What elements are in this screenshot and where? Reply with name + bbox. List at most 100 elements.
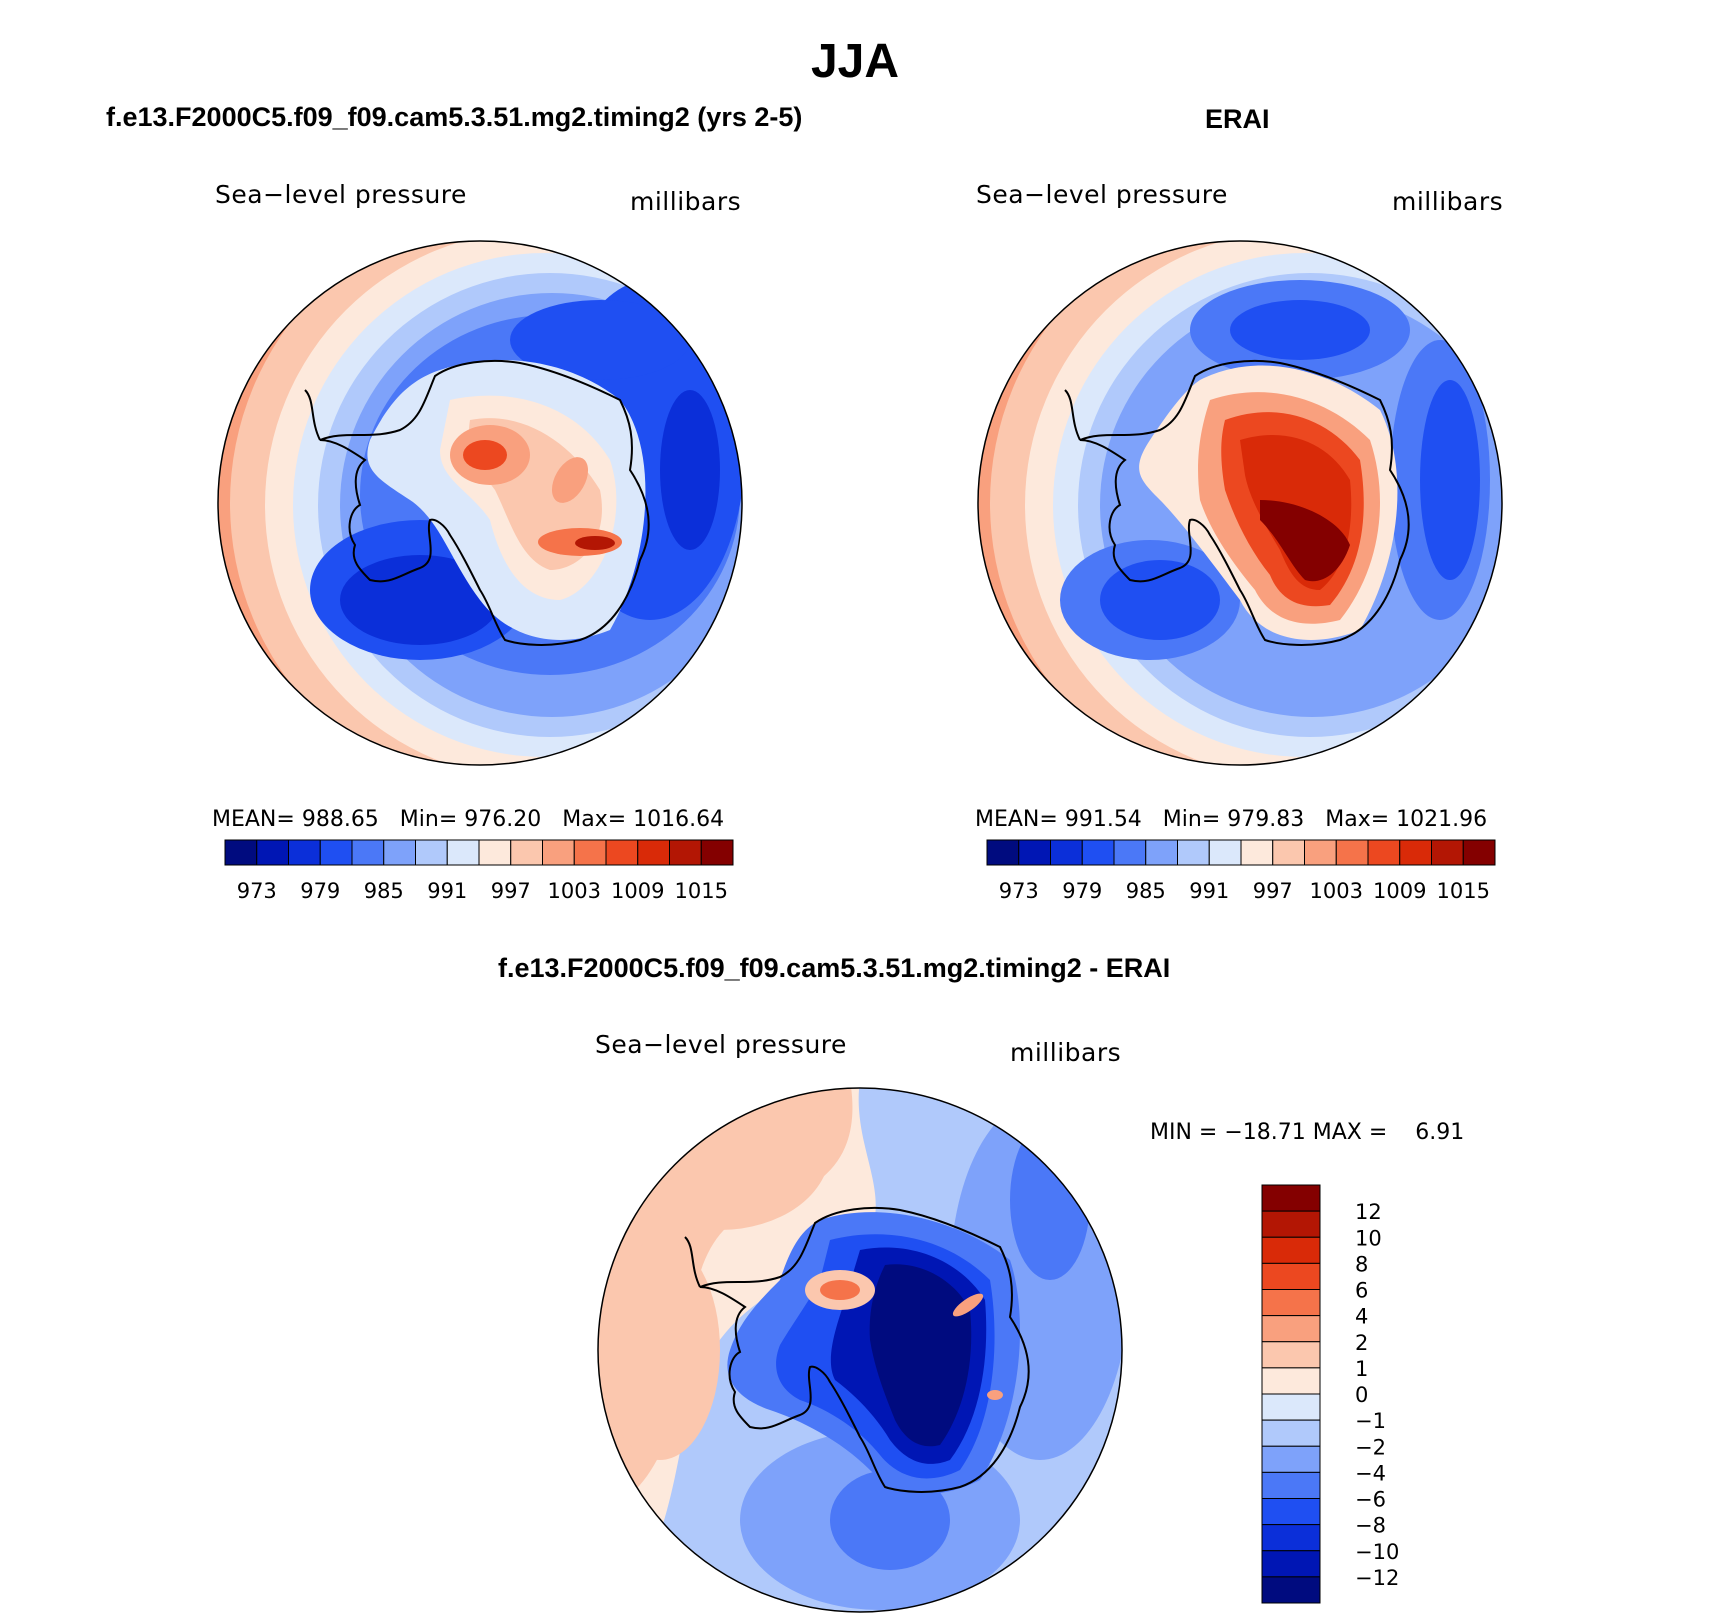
variable-label-model: Sea−level pressure <box>215 180 467 209</box>
colorbar-tick-label: 985 <box>364 879 404 903</box>
colorbar-swatch <box>605 839 639 866</box>
colorbar-tick-label: 8 <box>1355 1252 1368 1276</box>
colorbar-tick-label: 1015 <box>1437 879 1490 903</box>
colorbar-swatch <box>1261 1289 1321 1317</box>
colorbar-swatch <box>1113 839 1147 866</box>
colorbar-tick-label: 997 <box>1253 879 1293 903</box>
colorbar-swatch <box>986 839 1020 866</box>
colorbar-tick-label: 973 <box>237 879 277 903</box>
stats-model: MEAN= 988.65 Min= 976.20 Max= 1016.64 <box>212 807 724 832</box>
stats-diff: MIN = −18.71 MAX = 6.91 <box>1150 1120 1465 1145</box>
colorbar-swatch <box>415 839 448 866</box>
colorbar-tick-label: 979 <box>300 879 340 903</box>
units-label-model: millibars <box>630 187 742 216</box>
colorbar-tick-label: −12 <box>1355 1566 1399 1590</box>
min-label: Min= <box>1162 807 1221 832</box>
colorbar-swatch <box>1272 839 1305 866</box>
colorbar-swatch <box>1261 1315 1321 1343</box>
colorbar-swatch <box>1261 1184 1321 1212</box>
polar-map-model <box>217 240 743 766</box>
max-label: Max= <box>562 807 627 832</box>
colorbar-tick-label: 6 <box>1355 1279 1368 1303</box>
colorbar-tick-label: 1 <box>1355 1357 1368 1381</box>
colorbar-tick-label: 0 <box>1355 1383 1368 1407</box>
max-value: 1021.96 <box>1396 807 1488 832</box>
colorbar-swatch <box>1261 1419 1321 1447</box>
figure-title: JJA <box>810 35 900 88</box>
colorbar-swatch <box>1261 1576 1321 1604</box>
colorbar-tick-label: 4 <box>1355 1305 1368 1329</box>
colorbar-tick-label: 12 <box>1355 1200 1382 1224</box>
min-label: Min= <box>399 807 458 832</box>
colorbar-swatch <box>256 839 289 866</box>
colorbar-tick-label: 1009 <box>611 879 664 903</box>
colorbar-tick-label: 997 <box>491 879 531 903</box>
colorbar-swatch <box>510 839 543 866</box>
colorbar-swatch <box>573 839 607 866</box>
colorbar-swatch <box>1018 839 1051 866</box>
colorbar-swatch <box>1431 839 1464 866</box>
colorbar-tick-label: −6 <box>1355 1488 1386 1512</box>
variable-label-diff: Sea−level pressure <box>595 1030 847 1059</box>
colorbar-tick-label: 1009 <box>1373 879 1426 903</box>
colorbar-model: 973 979 985 991 997 1003 1009 1015 <box>224 839 734 903</box>
colorbar-swatch <box>1399 839 1432 866</box>
colorbar-tick-label: −10 <box>1355 1540 1399 1564</box>
units-label-obs: millibars <box>1392 187 1504 216</box>
colorbar-swatch <box>1335 839 1369 866</box>
colorbar-tick-label: −2 <box>1355 1435 1386 1459</box>
colorbar-swatch <box>1462 839 1496 866</box>
colorbar-swatch <box>1261 1471 1321 1499</box>
colorbar-swatch <box>1261 1498 1321 1526</box>
variable-label-obs: Sea−level pressure <box>976 180 1228 209</box>
colorbar-swatch <box>1177 839 1210 866</box>
colorbar-tick-label: 1003 <box>1310 879 1363 903</box>
colorbar-swatch <box>224 839 258 866</box>
colorbar-swatch <box>700 839 734 866</box>
colorbar-swatch <box>383 839 416 866</box>
mean-label: MEAN= <box>975 807 1058 832</box>
max-value: 1016.64 <box>633 807 725 832</box>
colorbar-swatch <box>637 839 670 866</box>
colorbar-swatch <box>1261 1210 1321 1238</box>
colorbar-swatch <box>288 839 321 866</box>
colorbar-tick-label: −1 <box>1355 1409 1386 1433</box>
polar-map-obs <box>977 240 1503 766</box>
max-label: Max= <box>1325 807 1390 832</box>
colorbar-tick-label: 979 <box>1062 879 1102 903</box>
colorbar-swatch <box>1261 1445 1321 1473</box>
colorbar-swatch <box>542 839 575 866</box>
units-label-diff: millibars <box>1010 1038 1122 1067</box>
colorbar-tick-label: 10 <box>1355 1226 1382 1250</box>
colorbar-swatch <box>1261 1393 1321 1421</box>
panel-title-diff: f.e13.F2000C5.f09_f09.cam5.3.51.mg2.timi… <box>498 953 1171 983</box>
mean-value: 991.54 <box>1064 807 1142 832</box>
colorbar-swatch <box>1261 1367 1321 1395</box>
colorbar-tick-label: −8 <box>1355 1514 1386 1538</box>
colorbar-swatch <box>478 839 512 866</box>
colorbar-swatch <box>1261 1341 1321 1369</box>
colorbar-swatch <box>1050 839 1083 866</box>
colorbar-tick-label: 991 <box>1189 879 1229 903</box>
polar-map-diff <box>597 1087 1123 1613</box>
colorbar-swatch <box>1367 839 1401 866</box>
min-value: 976.20 <box>464 807 542 832</box>
colorbar-swatch <box>1261 1236 1321 1264</box>
colorbar-swatch <box>1261 1524 1321 1552</box>
colorbar-swatch <box>319 839 353 866</box>
colorbar-swatch <box>1145 839 1178 866</box>
colorbar-swatch <box>1261 1550 1321 1578</box>
colorbar-swatch <box>1304 839 1337 866</box>
mean-value: 988.65 <box>301 807 379 832</box>
colorbar-swatch <box>1261 1262 1321 1290</box>
colorbar-tick-label: 1003 <box>548 879 601 903</box>
colorbar-swatch <box>669 839 702 866</box>
stats-obs: MEAN= 991.54 Min= 979.83 Max= 1021.96 <box>975 807 1487 832</box>
colorbar-swatch <box>1240 839 1274 866</box>
colorbar-tick-label: 1015 <box>675 879 728 903</box>
colorbar-swatch <box>446 839 480 866</box>
panel-title-model: f.e13.F2000C5.f09_f09.cam5.3.51.mg2.timi… <box>106 102 803 132</box>
colorbar-tick-label: 973 <box>999 879 1039 903</box>
